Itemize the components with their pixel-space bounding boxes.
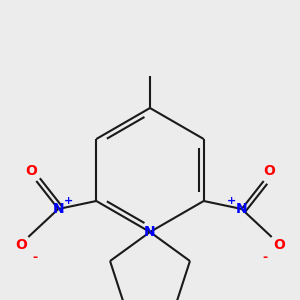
Text: +: + (227, 196, 236, 206)
Text: N: N (52, 202, 64, 216)
Text: N: N (144, 225, 156, 239)
Text: O: O (15, 238, 27, 252)
Text: O: O (26, 164, 37, 178)
Text: O: O (263, 164, 274, 178)
Text: +: + (64, 196, 73, 206)
Text: O: O (273, 238, 285, 252)
Text: -: - (262, 250, 267, 263)
Text: N: N (236, 202, 248, 216)
Text: -: - (33, 250, 38, 263)
